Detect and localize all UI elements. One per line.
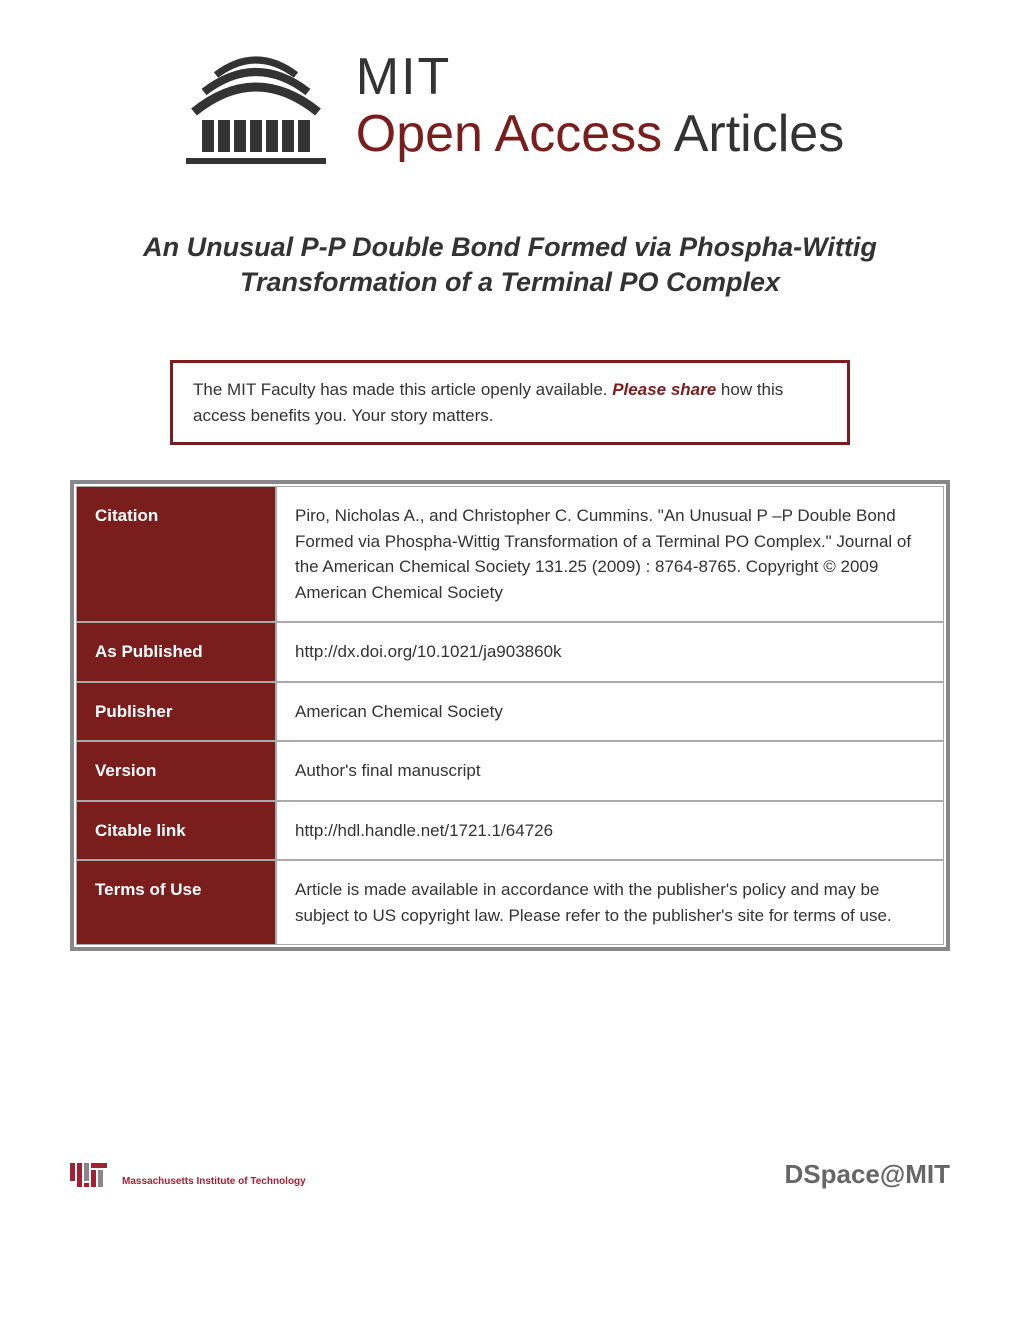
meta-value: Piro, Nicholas A., and Christopher C. Cu…: [276, 486, 944, 622]
metadata-table: Citation Piro, Nicholas A., and Christop…: [70, 480, 950, 951]
logo-open-access: Open Access: [356, 105, 662, 163]
table-row: Publisher American Chemical Society: [76, 682, 944, 742]
dspace-logo: DSpace@MIT: [785, 1159, 951, 1190]
meta-label: Publisher: [76, 682, 276, 742]
logo-articles: Articles: [662, 105, 844, 163]
share-text-before: The MIT Faculty has made this article op…: [193, 380, 612, 399]
meta-label: Terms of Use: [76, 860, 276, 945]
please-share-link[interactable]: Please share: [612, 380, 716, 399]
logo-text: MIT Open Access Articles: [356, 51, 844, 160]
dome-icon: [176, 40, 336, 170]
article-title: An Unusual P-P Double Bond Formed via Ph…: [130, 230, 890, 300]
logo-open-access-line: Open Access Articles: [356, 108, 844, 160]
share-box: The MIT Faculty has made this article op…: [170, 360, 850, 445]
meta-label: Citable link: [76, 801, 276, 861]
footer: Massachusetts Institute of Technology DS…: [70, 1159, 950, 1190]
meta-label: Version: [76, 741, 276, 801]
meta-value[interactable]: http://dx.doi.org/10.1021/ja903860k: [276, 622, 944, 682]
meta-value: Author's final manuscript: [276, 741, 944, 801]
mit-small-logo: Massachusetts Institute of Technology: [70, 1163, 306, 1187]
logo-mit-line: MIT: [356, 51, 844, 103]
table-row: Citation Piro, Nicholas A., and Christop…: [76, 486, 944, 622]
mit-bars-icon: [70, 1163, 114, 1187]
meta-value[interactable]: http://hdl.handle.net/1721.1/64726: [276, 801, 944, 861]
meta-label: Citation: [76, 486, 276, 622]
table-row: Citable link http://hdl.handle.net/1721.…: [76, 801, 944, 861]
table-row: Terms of Use Article is made available i…: [76, 860, 944, 945]
meta-value: Article is made available in accordance …: [276, 860, 944, 945]
meta-label: As Published: [76, 622, 276, 682]
table-row: As Published http://dx.doi.org/10.1021/j…: [76, 622, 944, 682]
meta-value: American Chemical Society: [276, 682, 944, 742]
header-logo: MIT Open Access Articles: [70, 40, 950, 170]
table-row: Version Author's final manuscript: [76, 741, 944, 801]
mit-institution-text: Massachusetts Institute of Technology: [122, 1176, 306, 1187]
